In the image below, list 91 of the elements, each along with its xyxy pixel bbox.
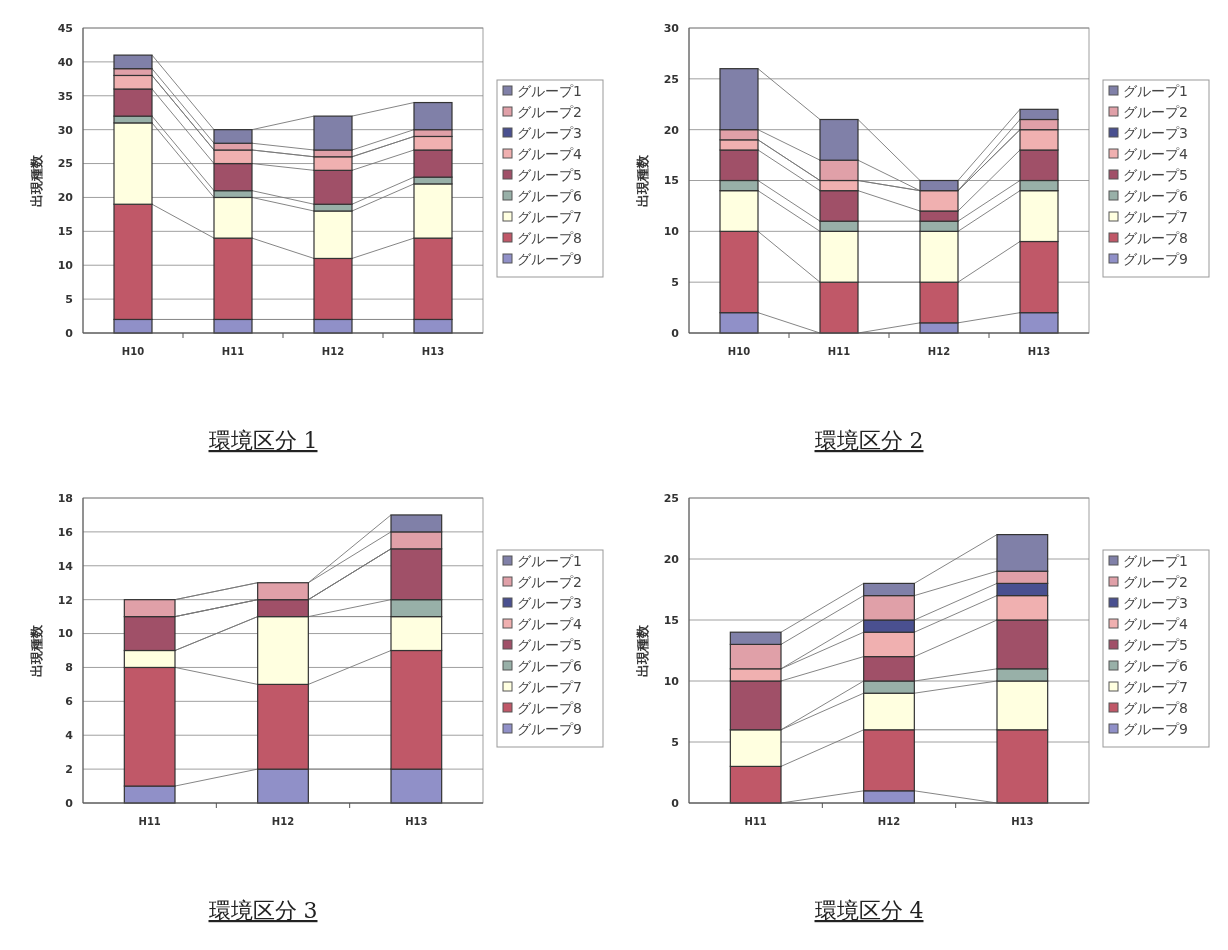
y-tick-label: 35: [57, 89, 73, 103]
legend-label: グループ1: [517, 82, 582, 99]
y-tick-label: 15: [57, 225, 73, 239]
y-tick-label: 20: [57, 191, 74, 205]
y-axis-title: 出現種数: [29, 623, 44, 677]
x-tick-label: H11: [221, 346, 245, 357]
legend-label: グループ9: [1123, 250, 1188, 267]
legend-label: グループ8: [517, 699, 582, 716]
y-tick-label: 25: [57, 157, 73, 171]
legend-label: グループ3: [517, 594, 582, 611]
y-tick-label: 10: [663, 225, 680, 239]
legend-label: グループ5: [1123, 636, 1188, 653]
legend-label: グループ8: [1123, 699, 1188, 716]
x-tick-label: H12: [927, 346, 951, 357]
x-tick-label: H12: [321, 346, 345, 357]
x-tick-label: H11: [744, 816, 767, 827]
y-tick-label: 20: [663, 552, 680, 566]
y-tick-label: 30: [663, 21, 680, 35]
y-tick-label: 6: [65, 695, 74, 709]
legend-label: グループ3: [1123, 124, 1188, 141]
legend-label: グループ6: [517, 187, 582, 204]
legend-label: グループ2: [517, 103, 582, 120]
y-tick-label: 10: [57, 259, 74, 273]
legend-label: グループ3: [1123, 594, 1188, 611]
x-tick-label: H11: [827, 346, 851, 357]
legend-label: グループ1: [517, 552, 582, 569]
legend-label: グループ6: [1123, 657, 1188, 674]
text: 環境区分 1: [208, 428, 318, 453]
y-tick-label: 5: [671, 735, 679, 749]
y-axis-title: 出現種数: [635, 623, 650, 677]
y-tick-label: 45: [57, 21, 73, 35]
y-tick-label: 2: [65, 762, 73, 776]
y-tick-label: 30: [57, 123, 74, 137]
x-tick-label: H11: [138, 816, 161, 827]
y-tick-label: 25: [663, 72, 679, 86]
y-tick-label: 5: [671, 276, 679, 290]
legend-label: グループ5: [1123, 166, 1188, 183]
x-tick-label: H13: [1027, 346, 1051, 357]
y-tick-label: 15: [663, 174, 679, 188]
legend-label: グループ4: [1123, 145, 1188, 162]
legend-label: グループ4: [1123, 615, 1188, 632]
legend-label: グループ9: [517, 720, 582, 737]
x-tick-label: H13: [421, 346, 445, 357]
legend-label: グループ7: [517, 678, 582, 695]
y-tick-label: 0: [65, 326, 74, 340]
legend-label: グループ4: [517, 145, 582, 162]
legend-label: グループ7: [1123, 678, 1188, 695]
y-axis-title: 出現種数: [29, 153, 44, 207]
legend-label: グループ9: [517, 250, 582, 267]
legend-label: グループ2: [1123, 573, 1188, 590]
y-tick-label: 0: [671, 796, 680, 810]
y-tick-label: 10: [57, 627, 74, 641]
y-tick-label: 4: [65, 729, 74, 743]
x-tick-label: H13: [405, 816, 428, 827]
legend-label: グループ5: [517, 636, 582, 653]
legend-label: グループ7: [1123, 208, 1188, 225]
x-tick-label: H12: [271, 816, 295, 827]
legend-label: グループ8: [517, 229, 582, 246]
text: 環境区分 4: [814, 898, 924, 923]
x-tick-label: H10: [727, 346, 751, 357]
y-tick-label: 12: [57, 593, 73, 607]
y-tick-label: 10: [663, 674, 680, 688]
legend-label: グループ8: [1123, 229, 1188, 246]
y-tick-label: 20: [663, 123, 680, 137]
y-tick-label: 0: [671, 326, 680, 340]
x-tick-label: H12: [877, 816, 901, 827]
x-tick-label: H13: [1011, 816, 1034, 827]
y-tick-label: 16: [57, 525, 74, 539]
y-tick-label: 8: [65, 661, 73, 675]
legend-label: グループ6: [1123, 187, 1188, 204]
y-tick-label: 15: [663, 613, 679, 627]
legend-label: グループ7: [517, 208, 582, 225]
legend-label: グループ3: [517, 124, 582, 141]
x-tick-label: H10: [121, 346, 145, 357]
y-tick-label: 14: [57, 559, 74, 573]
text: 環境区分 2: [814, 428, 924, 453]
legend-label: グループ4: [517, 615, 582, 632]
legend-label: グループ1: [1123, 552, 1188, 569]
legend-label: グループ9: [1123, 720, 1188, 737]
y-tick-label: 18: [57, 491, 73, 505]
legend-label: グループ1: [1123, 82, 1188, 99]
legend-label: グループ2: [517, 573, 582, 590]
y-tick-label: 25: [663, 491, 679, 505]
legend-label: グループ6: [517, 657, 582, 674]
y-tick-label: 40: [57, 55, 74, 69]
legend-label: グループ2: [1123, 103, 1188, 120]
y-tick-label: 0: [65, 796, 74, 810]
y-axis-title: 出現種数: [635, 153, 650, 207]
text: 環境区分 3: [208, 898, 318, 923]
y-tick-label: 5: [65, 292, 73, 306]
legend-label: グループ5: [517, 166, 582, 183]
